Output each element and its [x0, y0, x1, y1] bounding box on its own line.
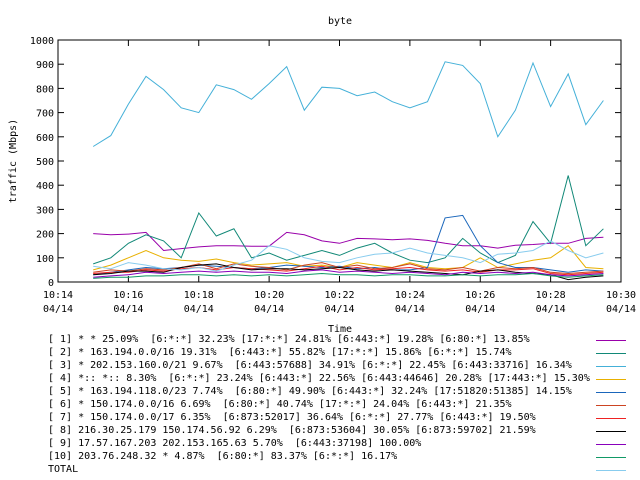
x-tick-label-time: 10:14	[43, 290, 73, 301]
y-axis-label: traffic (Mbps)	[8, 119, 19, 203]
x-tick-label-date: 04/14	[184, 304, 214, 315]
legend-item: [ 8] 216.30.25.179 150.174.56.92 6.29% […	[48, 425, 628, 437]
y-tick-label: 400	[36, 181, 54, 192]
legend-swatch	[596, 392, 626, 393]
legend-item: TOTAL	[48, 464, 628, 476]
legend-swatch	[596, 379, 626, 380]
chart-title: byte	[328, 16, 352, 27]
y-tick-label: 300	[36, 205, 54, 216]
x-tick-label-date: 04/14	[536, 304, 566, 315]
x-tick-label-time: 10:22	[324, 290, 354, 301]
legend-item-label: TOTAL	[48, 464, 79, 475]
series-line-11	[93, 240, 604, 272]
x-tick-label-date: 04/14	[254, 304, 284, 315]
x-tick-label-time: 10:20	[254, 290, 284, 301]
legend-swatch	[596, 340, 626, 341]
x-tick-label-date: 04/14	[465, 304, 495, 315]
legend-swatch	[596, 366, 626, 367]
legend-swatch	[596, 353, 626, 354]
y-tick-label: 100	[36, 254, 54, 265]
legend-item-label: [ 1] * * 25.09% [6:*:*] 32.23% [17:*:*] …	[48, 334, 530, 345]
x-tick-label-date: 04/14	[113, 304, 143, 315]
x-tick-label-date: 04/14	[395, 304, 425, 315]
y-tick-label: 800	[36, 84, 54, 95]
y-tick-label: 200	[36, 230, 54, 241]
x-tick-label-time: 10:16	[113, 290, 143, 301]
legend-item: [ 4] *:: *:: 8.30% [6:*:*] 23.24% [6:443…	[48, 373, 628, 385]
y-tick-label: 600	[36, 133, 54, 144]
series-line-9	[93, 269, 604, 278]
legend-item-label: [ 5] * 163.194.118.0/23 7.74% [6:80:*] 4…	[48, 386, 572, 397]
legend-item-label: [ 3] * 202.153.160.0/21 9.67% [6:443:576…	[48, 360, 572, 371]
y-tick-label: 900	[36, 60, 54, 71]
legend-swatch	[596, 418, 626, 419]
x-tick-label-time: 10:24	[395, 290, 425, 301]
x-tick-label-date: 04/14	[43, 304, 73, 315]
y-tick-label: 1000	[30, 36, 54, 47]
x-tick-label-time: 10:30	[606, 290, 636, 301]
legend-item: [ 6] * 150.174.0.0/16 6.69% [6:80:*] 40.…	[48, 399, 628, 411]
x-tick-label-time: 10:26	[465, 290, 495, 301]
legend-swatch	[596, 470, 626, 471]
x-tick-label-time: 10:28	[536, 290, 566, 301]
plot-frame	[57, 39, 622, 283]
legend-swatch	[596, 405, 626, 406]
x-tick-label-time: 10:18	[184, 290, 214, 301]
series-line-1	[93, 231, 604, 252]
legend-item: [ 2] * 163.194.0.0/16 19.31% [6:443:*] 5…	[48, 347, 628, 359]
legend-item-label: [ 6] * 150.174.0.0/16 6.69% [6:80:*] 40.…	[48, 399, 512, 410]
legend-item: [ 5] * 163.194.118.0/23 7.74% [6:80:*] 4…	[48, 386, 628, 398]
legend-item: [ 9] 17.57.167.203 202.153.165.63 5.70% …	[48, 438, 628, 450]
series-line-8	[93, 263, 604, 281]
legend-item: [ 3] * 202.153.160.0/21 9.67% [6:443:576…	[48, 360, 628, 372]
legend-swatch	[596, 457, 626, 458]
x-tick-label-date: 04/14	[324, 304, 354, 315]
legend-item-label: [ 9] 17.57.167.203 202.153.165.63 5.70% …	[48, 438, 422, 449]
legend-item-label: [ 2] * 163.194.0.0/16 19.31% [6:443:*] 5…	[48, 347, 512, 358]
legend-item: [ 7] * 150.174.0.0/17 6.35% [6:873:52017…	[48, 412, 628, 424]
legend-item-label: [ 4] *:: *:: 8.30% [6:*:*] 23.24% [6:443…	[48, 373, 590, 384]
x-tick-label-date: 04/14	[606, 304, 636, 315]
legend-item: [10] 203.76.248.32 * 4.87% [6:80:*] 83.3…	[48, 451, 628, 463]
legend-swatch	[596, 431, 626, 432]
series-line-3	[92, 61, 604, 147]
y-tick-label: 500	[36, 157, 54, 168]
y-tick-label: 0	[48, 278, 54, 289]
series-line-2	[93, 175, 604, 265]
series-line-10	[93, 272, 604, 279]
y-tick-label: 700	[36, 109, 54, 120]
legend-item-label: [ 8] 216.30.25.179 150.174.56.92 6.29% […	[48, 425, 536, 436]
legend-item-label: [ 7] * 150.174.0.0/17 6.35% [6:873:52017…	[48, 412, 536, 423]
legend-swatch	[596, 444, 626, 445]
legend-item: [ 1] * * 25.09% [6:*:*] 32.23% [17:*:*] …	[48, 334, 628, 346]
series-line-4	[93, 245, 604, 271]
legend-item-label: [10] 203.76.248.32 * 4.87% [6:80:*] 83.3…	[48, 451, 398, 462]
x-axis-label: Time	[328, 324, 352, 335]
